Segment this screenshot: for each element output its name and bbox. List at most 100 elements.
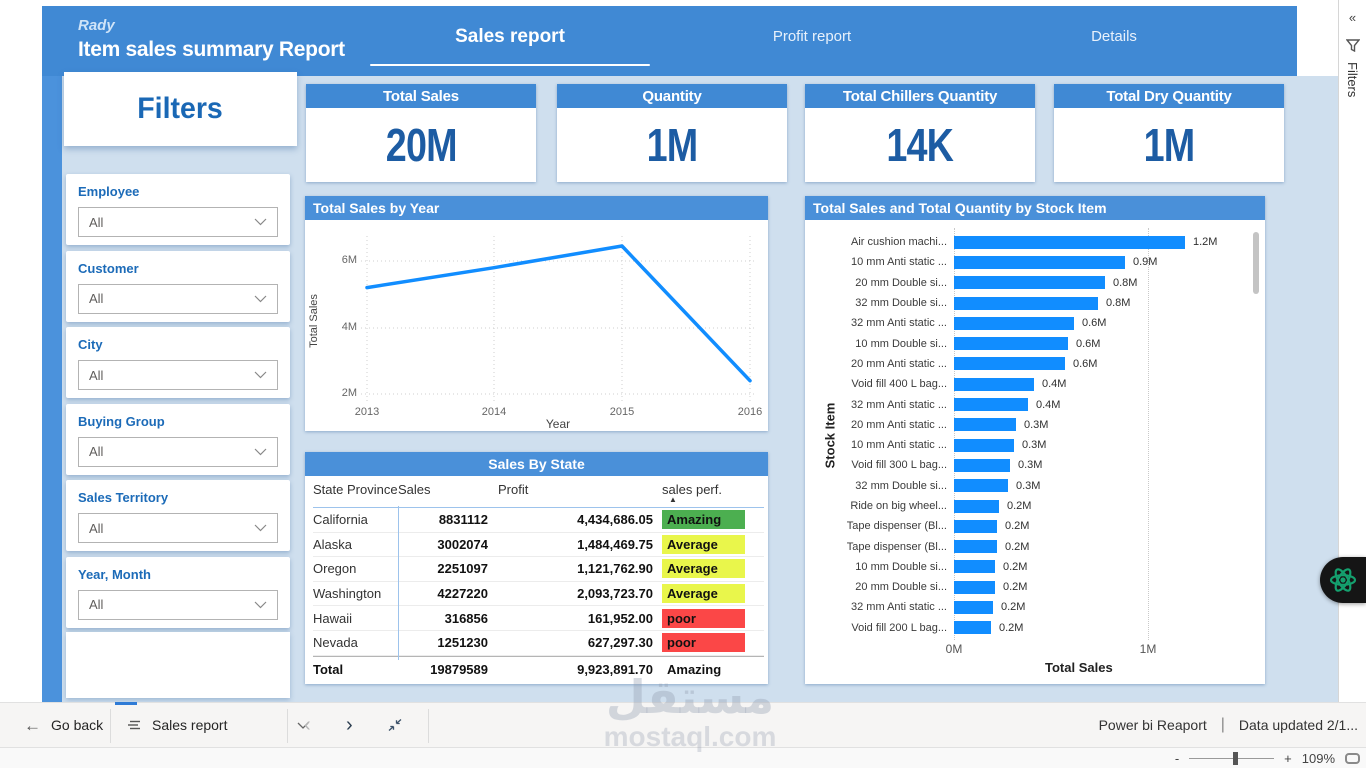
table-row[interactable]: Nevada 1251230 627,297.30 poor [313, 631, 764, 656]
next-page-button[interactable]: › [346, 703, 353, 747]
filter-funnel-icon[interactable] [1339, 39, 1366, 52]
bar-row[interactable]: Air cushion machi... 1.2M [805, 232, 1265, 252]
filter-dropdown[interactable]: All [78, 589, 278, 620]
bar-row[interactable]: 20 mm Double si... 0.8M [805, 273, 1265, 293]
exit-fullscreen-button[interactable] [388, 703, 402, 747]
bar-row[interactable]: 20 mm Anti static ... 0.3M [805, 415, 1265, 435]
bar-row[interactable]: Tape dispenser (Bl... 0.2M [805, 536, 1265, 556]
bar-row[interactable]: 10 mm Anti static ... 0.9M [805, 252, 1265, 272]
bar-rect [954, 499, 999, 513]
bar-row[interactable]: Ride on big wheel... 0.2M [805, 496, 1265, 516]
filter-group-employee: Employee All [66, 174, 290, 245]
filter-label: Sales Territory [78, 490, 169, 505]
screen-tool-button[interactable] [1320, 557, 1366, 603]
tab-sales-report[interactable]: Sales report [455, 26, 565, 47]
line-x-tick: 2016 [737, 406, 763, 418]
bar-row[interactable]: Void fill 300 L bag... 0.3M [805, 455, 1265, 475]
filter-dropdown[interactable]: All [78, 360, 278, 390]
filter-dropdown[interactable]: All [78, 207, 278, 237]
cell-sales: 4227220 [437, 586, 488, 602]
bar-row[interactable]: 10 mm Double si... 0.6M [805, 333, 1265, 353]
zoom-in-button[interactable]: + [1284, 750, 1292, 766]
bar-row[interactable]: 10 mm Anti static ... 0.3M [805, 435, 1265, 455]
table-header-sales-perf-[interactable]: sales perf. ▲ [662, 482, 752, 504]
bar-category-label: 32 mm Anti static ... [851, 601, 947, 614]
table-row[interactable]: Alaska 3002074 1,484,469.75 Average [313, 533, 764, 558]
bar-x-tick: 1M [1139, 642, 1157, 656]
fit-to-screen-icon[interactable] [1345, 752, 1360, 764]
table-row[interactable]: Washington 4227220 2,093,723.70 Average [313, 582, 764, 607]
bar-category-label: 32 mm Anti static ... [851, 398, 947, 411]
exit-fullscreen-icon [388, 719, 402, 731]
bar-row[interactable]: Tape dispenser (Bl... 0.2M [805, 516, 1265, 536]
line-x-axis-title: Year [545, 417, 571, 431]
atom-icon [1328, 565, 1358, 595]
cell-state: Alaska [313, 536, 353, 552]
bar-row[interactable]: 32 mm Double si... 0.8M [805, 293, 1265, 313]
bar-row[interactable]: 20 mm Anti static ... 0.6M [805, 354, 1265, 374]
page-selector[interactable]: Sales report [128, 703, 309, 747]
cell-profit: 1,484,469.75 [577, 536, 653, 552]
filters-panel-title: Filters [137, 92, 224, 125]
bar-rect [954, 458, 1010, 472]
table-header-profit[interactable]: Profit [498, 482, 529, 497]
table-header-sales[interactable]: Sales [398, 482, 431, 497]
bar-y-axis-title: Stock Item [822, 402, 838, 469]
sales-perf-badge: Average [662, 559, 745, 579]
line-x-tick: 2014 [481, 406, 507, 418]
zoom-slider[interactable] [1189, 751, 1275, 765]
cell-sales-perf: poor [655, 633, 752, 653]
zoom-out-button[interactable]: - [1174, 750, 1180, 766]
filter-dropdown[interactable]: All [78, 436, 278, 467]
zoom-slider-thumb[interactable] [1233, 751, 1239, 765]
bar-row[interactable]: 32 mm Anti static ... 0.2M [805, 597, 1265, 617]
filter-label: Buying Group [78, 413, 165, 429]
bar-row[interactable]: 32 mm Anti static ... 0.6M [805, 313, 1265, 333]
bar-chart-scrollbar[interactable] [1253, 232, 1259, 294]
bar-rect [954, 316, 1074, 330]
filter-label: Year, Month [78, 566, 151, 582]
bar-value-label: 0.3M [1018, 459, 1043, 472]
page-title: Item sales summary Report [78, 38, 345, 61]
table-row[interactable]: Hawaii 316856 161,952.00 poor [313, 606, 764, 631]
line-chart-card: Total Sales by Year 2M 4M 6M 2013 2014 2015 20… [305, 196, 768, 431]
bar-value-label: 0.8M [1113, 276, 1138, 289]
bar-x-tick: 0M [945, 642, 963, 656]
bar-rect [954, 560, 995, 574]
cell-sales: 316856 [444, 610, 488, 626]
go-back-label: Go back [51, 717, 104, 733]
go-back-button[interactable]: ← Go back [24, 703, 103, 747]
bar-row[interactable]: 32 mm Anti static ... 0.4M [805, 394, 1265, 414]
table-header-label: sales perf. [662, 482, 722, 497]
bar-row[interactable]: 10 mm Double si... 0.2M [805, 557, 1265, 577]
data-updated-label: Data updated 2/1... [1238, 717, 1358, 733]
bar-category-label: 20 mm Double si... [855, 581, 947, 594]
table-row-total: Total 19879589 9,923,891.70 Amazing [313, 655, 764, 682]
bar-row[interactable]: 32 mm Double si... 0.3M [805, 476, 1265, 496]
tab-details[interactable]: Details [1091, 28, 1137, 45]
kpi-card-total-chillers-quantity: Total Chillers Quantity 14K [805, 84, 1035, 182]
cell-profit: 161,952.00 [587, 610, 653, 626]
sales-perf-badge: Amazing [662, 510, 745, 530]
bar-rect [954, 418, 1016, 432]
cell-state: Oregon [313, 561, 357, 577]
tab-profit-report[interactable]: Profit report [772, 28, 852, 45]
filter-dropdown[interactable]: All [78, 283, 278, 314]
expand-filters-button[interactable]: « [1348, 10, 1357, 25]
kpi-title: Quantity [557, 84, 787, 108]
table-row[interactable]: California 8831112 4,434,686.05 Amazing [313, 508, 764, 533]
bar-value-label: 0.6M [1082, 317, 1107, 330]
bar-row[interactable]: Void fill 400 L bag... 0.4M [805, 374, 1265, 394]
bar-row[interactable]: 20 mm Double si... 0.2M [805, 577, 1265, 597]
cell-state: Washington [313, 586, 382, 602]
bar-value-label: 1.2M [1193, 236, 1218, 249]
page-list-icon [128, 720, 142, 730]
previous-page-button[interactable]: ‹ [304, 703, 311, 747]
bar-category-label: Void fill 200 L bag... [851, 621, 947, 634]
filter-dropdown[interactable]: All [78, 513, 278, 543]
table-row[interactable]: Oregon 2251097 1,121,762.90 Average [313, 557, 764, 582]
table-header-state-province[interactable]: State Province [313, 482, 398, 497]
kpi-value-text: 20M [385, 119, 458, 171]
report-brand-note: Power bi Reaport [1098, 717, 1207, 733]
bar-row[interactable]: Void fill 200 L bag... 0.2M [805, 618, 1265, 638]
